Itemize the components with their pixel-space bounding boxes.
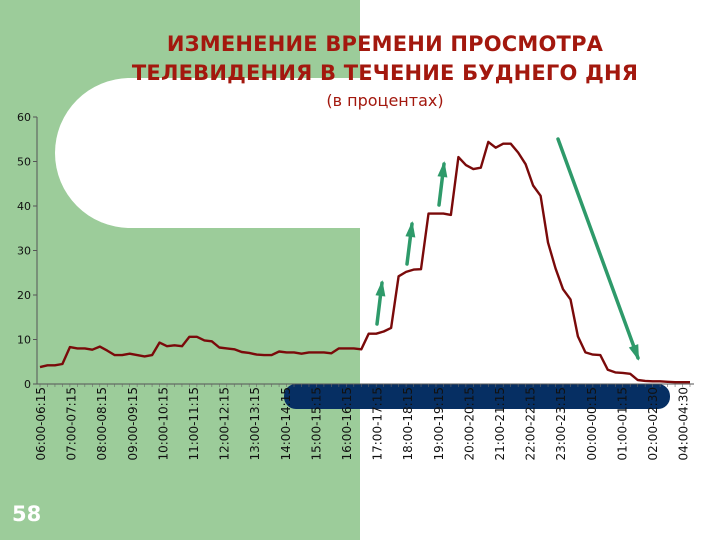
y-tick-label: 0 [24,378,31,391]
white-rounded-shape [55,78,365,228]
y-tick-label: 30 [17,245,31,258]
y-tick-label: 40 [17,200,31,213]
x-tick-label: 07:00-07:15 [65,387,79,461]
x-tick-label: 01:00-01:15 [615,387,629,461]
x-tick-label: 23:00-23:15 [554,387,568,461]
y-tick-label: 10 [17,334,31,347]
x-tick-label: 20:00-20:15 [462,387,476,461]
y-tick-label: 50 [17,156,31,169]
x-tick-label: 09:00-09:15 [126,387,140,461]
up-arrow-3-head [437,161,448,178]
chart-subtitle: (в процентах) [326,91,444,110]
x-tick-label: 11:00-11:15 [187,387,201,461]
y-tick-label: 60 [17,111,31,124]
page-number: 58 [12,502,42,526]
x-tick-label: 00:00-00:15 [585,387,599,461]
x-tick-label: 13:00-13:15 [248,387,262,461]
x-tick-label: 08:00-08:15 [95,387,109,461]
down-arrow-head [628,344,640,361]
x-tick-label: 06:00-06:15 [34,387,48,461]
x-tick-label: 17:00-17:15 [371,387,385,461]
x-tick-label: 12:00-12:15 [218,387,232,461]
down-arrow-shaft [556,137,640,360]
x-tick-label: 22:00-22:15 [524,387,538,461]
x-tick-label: 15:00-15:15 [309,387,323,461]
navy-highlight-bar [284,384,670,409]
up-arrow-2-head [405,221,416,238]
x-tick-label: 10:00-10:15 [156,387,170,461]
x-tick-label: 04:00-04:30 [677,387,691,461]
chart-title-line-1: ИЗМЕНЕНИЕ ВРЕМЕНИ ПРОСМОТРА [166,32,604,56]
up-arrow-1-head [375,280,386,297]
x-tick-label: 14:00-14:15 [279,387,293,461]
chart-title-line-2: ТЕЛЕВИДЕНИЯ В ТЕЧЕНИЕ БУДНЕГО ДНЯ [131,61,639,85]
y-tick-label: 20 [17,289,31,302]
x-tick-label: 19:00-19:15 [432,387,446,461]
x-tick-label: 21:00-21:15 [493,387,507,461]
x-tick-label: 02:00-02:30 [646,387,660,461]
series-line [39,140,690,384]
x-tick-label: 18:00-18:15 [401,387,415,461]
title-block: ИЗМЕНЕНИЕ ВРЕМЕНИ ПРОСМОТРА ТЕЛЕВИДЕНИЯ … [80,30,690,112]
x-tick-label: 16:00-16:15 [340,387,354,461]
